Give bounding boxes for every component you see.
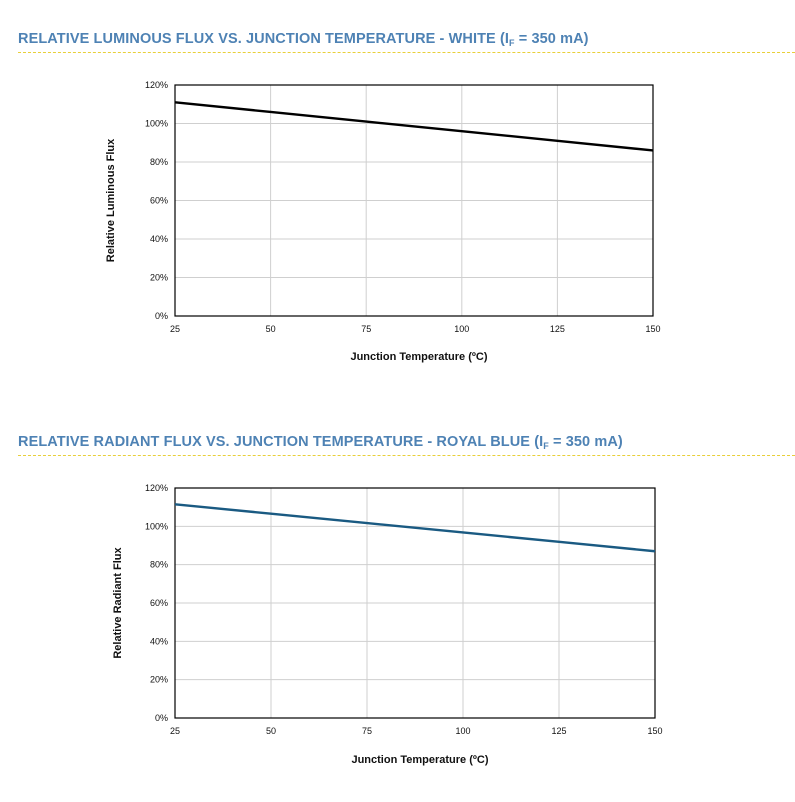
x-tick-label: 50 xyxy=(266,324,276,334)
chart-2-title-subscript: F xyxy=(543,441,549,451)
y-tick-label: 100% xyxy=(145,119,168,129)
x-tick-label: 150 xyxy=(647,726,662,736)
x-tick-label: 25 xyxy=(170,726,180,736)
x-tick-label: 100 xyxy=(454,324,469,334)
y-tick-label: 20% xyxy=(150,273,168,283)
y-tick-label: 60% xyxy=(150,598,168,608)
chart-2-title: RELATIVE RADIANT FLUX VS. JUNCTION TEMPE… xyxy=(18,434,623,451)
x-tick-label: 150 xyxy=(645,324,660,334)
x-tick-label: 50 xyxy=(266,726,276,736)
y-tick-label: 80% xyxy=(150,560,168,570)
plot-frame xyxy=(174,487,656,719)
y-tick-label: 120% xyxy=(145,483,168,493)
y-axis-label: Relative Radiant Flux xyxy=(112,546,124,658)
y-tick-label: 0% xyxy=(155,311,168,321)
y-tick-label: 40% xyxy=(150,636,168,646)
y-tick-label: 80% xyxy=(150,157,168,167)
y-tick-label: 0% xyxy=(155,713,168,723)
x-tick-label: 75 xyxy=(361,324,371,334)
series-line xyxy=(174,101,654,152)
chart-1-title-subscript: F xyxy=(509,38,515,48)
y-axis-label: Relative Luminous Flux xyxy=(105,138,117,262)
chart-1-title: RELATIVE LUMINOUS FLUX VS. JUNCTION TEMP… xyxy=(18,31,589,48)
radiant-flux-chart: 25 50 75 100 125 150 0% 20% 40% 60% 80% 100% 120% Jun… xyxy=(112,483,663,766)
y-tick-label: 40% xyxy=(150,234,168,244)
x-tick-label: 125 xyxy=(551,726,566,736)
chart-2-divider xyxy=(18,455,795,456)
chart-1-divider xyxy=(18,52,795,53)
x-tick-label: 25 xyxy=(170,324,180,334)
chart-2-title-text-end: = 350 mA) xyxy=(548,434,623,450)
chart-1-title-text: RELATIVE LUMINOUS FLUX VS. JUNCTION TEMP… xyxy=(18,31,510,47)
plot-frame xyxy=(174,84,654,317)
chart-2-title-text: RELATIVE RADIANT FLUX VS. JUNCTION TEMPE… xyxy=(18,434,544,450)
x-tick-label: 75 xyxy=(362,726,372,736)
series-line xyxy=(174,503,656,553)
x-tick-label: 100 xyxy=(455,726,470,736)
y-tick-label: 120% xyxy=(145,80,168,90)
x-axis-label: Junction Temperature (ºC) xyxy=(351,754,488,766)
y-tick-label: 20% xyxy=(150,675,168,685)
x-tick-label: 125 xyxy=(550,324,565,334)
luminous-flux-chart: 25 50 75 100 125 150 0% 20% 40% 60% 80% 100% 120% Jun… xyxy=(105,80,661,363)
y-tick-label: 100% xyxy=(145,521,168,531)
chart-1-title-text-end: = 350 mA) xyxy=(514,31,589,47)
x-axis-label: Junction Temperature (ºC) xyxy=(350,351,487,363)
y-tick-label: 60% xyxy=(150,196,168,206)
